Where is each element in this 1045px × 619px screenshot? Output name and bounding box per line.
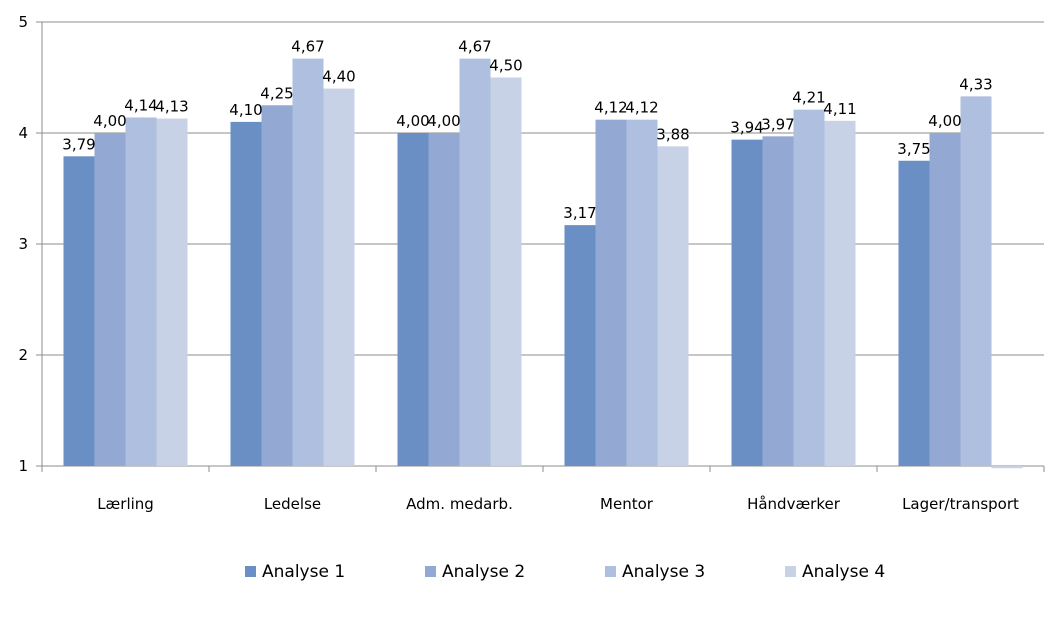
data-label: 4,00 <box>396 112 429 130</box>
bar <box>261 105 293 466</box>
bar <box>94 133 126 466</box>
data-label: 4,00 <box>93 112 126 130</box>
data-label: 3,75 <box>897 140 930 158</box>
legend-label: Analyse 2 <box>442 562 525 582</box>
bar <box>230 121 262 467</box>
data-label: 3,94 <box>730 119 763 137</box>
data-labels: 3,794,004,144,13 4,104,254,674,404,004,00… <box>62 38 992 223</box>
bar <box>323 88 355 466</box>
data-label: 4,14 <box>124 96 157 114</box>
bar <box>292 58 324 466</box>
legend-label: Analyse 4 <box>802 562 885 582</box>
bar <box>960 96 992 467</box>
bars <box>63 58 1023 469</box>
x-tick-label: Lager/transport <box>902 495 1019 513</box>
data-label: 4,12 <box>594 99 627 117</box>
x-tick-label: Håndværker <box>747 495 841 513</box>
bar <box>595 119 627 467</box>
y-tick-label: 3 <box>18 235 28 253</box>
bar <box>991 466 1023 469</box>
axes: 1 2 3 4 5 Lærling Ledelse Adm. medarb. Mentor Hån… <box>18 13 1045 513</box>
data-label: 4,40 <box>322 68 355 86</box>
data-label: 4,25 <box>260 84 293 102</box>
data-label: 4,50 <box>489 57 522 75</box>
y-tick-label: 2 <box>18 346 28 364</box>
data-label: 4,67 <box>458 38 491 56</box>
legend-swatch <box>425 566 436 577</box>
data-label: 4,21 <box>792 89 825 107</box>
legend: Analyse 1 Analyse 2 Analyse 3 Analyse 4 <box>245 562 885 582</box>
x-tick-label: Lærling <box>97 495 154 513</box>
bar <box>490 77 522 466</box>
data-label: 4,00 <box>928 112 961 130</box>
data-label: 4,33 <box>959 75 992 93</box>
legend-label: Analyse 3 <box>622 562 705 582</box>
data-label: 3,79 <box>62 135 95 153</box>
bar <box>428 133 460 466</box>
bar <box>397 133 429 466</box>
bar <box>929 133 961 466</box>
data-label: 3,88 <box>656 125 689 143</box>
bar <box>824 120 856 466</box>
bar <box>564 225 596 466</box>
legend-label: Analyse 1 <box>262 562 345 582</box>
x-tick-label: Ledelse <box>264 495 321 513</box>
data-label: 3,17 <box>563 204 596 222</box>
bar <box>898 160 930 466</box>
data-label: 4,67 <box>291 38 324 56</box>
legend-swatch <box>785 566 796 577</box>
bar <box>657 146 689 466</box>
bar <box>125 117 157 467</box>
data-label: 4,11 <box>823 100 856 118</box>
data-label: 4,10 <box>229 101 262 119</box>
x-tick-label: Adm. medarb. <box>406 495 513 513</box>
y-tick-label: 4 <box>18 124 28 142</box>
data-label: 3,97 <box>761 115 794 133</box>
bar <box>793 109 825 466</box>
data-label: 4,12 <box>625 99 658 117</box>
bar <box>459 58 491 466</box>
y-tick-label: 1 <box>18 457 28 475</box>
legend-swatch <box>245 566 256 577</box>
gridlines <box>42 21 1044 356</box>
bar <box>156 118 188 466</box>
x-tick-label: Mentor <box>600 495 654 513</box>
bar <box>731 139 763 466</box>
data-label: 4,13 <box>155 98 188 116</box>
y-tick-label: 5 <box>18 13 28 31</box>
data-label: 4,00 <box>427 112 460 130</box>
bar <box>762 136 794 466</box>
bar <box>626 119 658 467</box>
bar <box>63 156 95 466</box>
legend-swatch <box>605 566 616 577</box>
